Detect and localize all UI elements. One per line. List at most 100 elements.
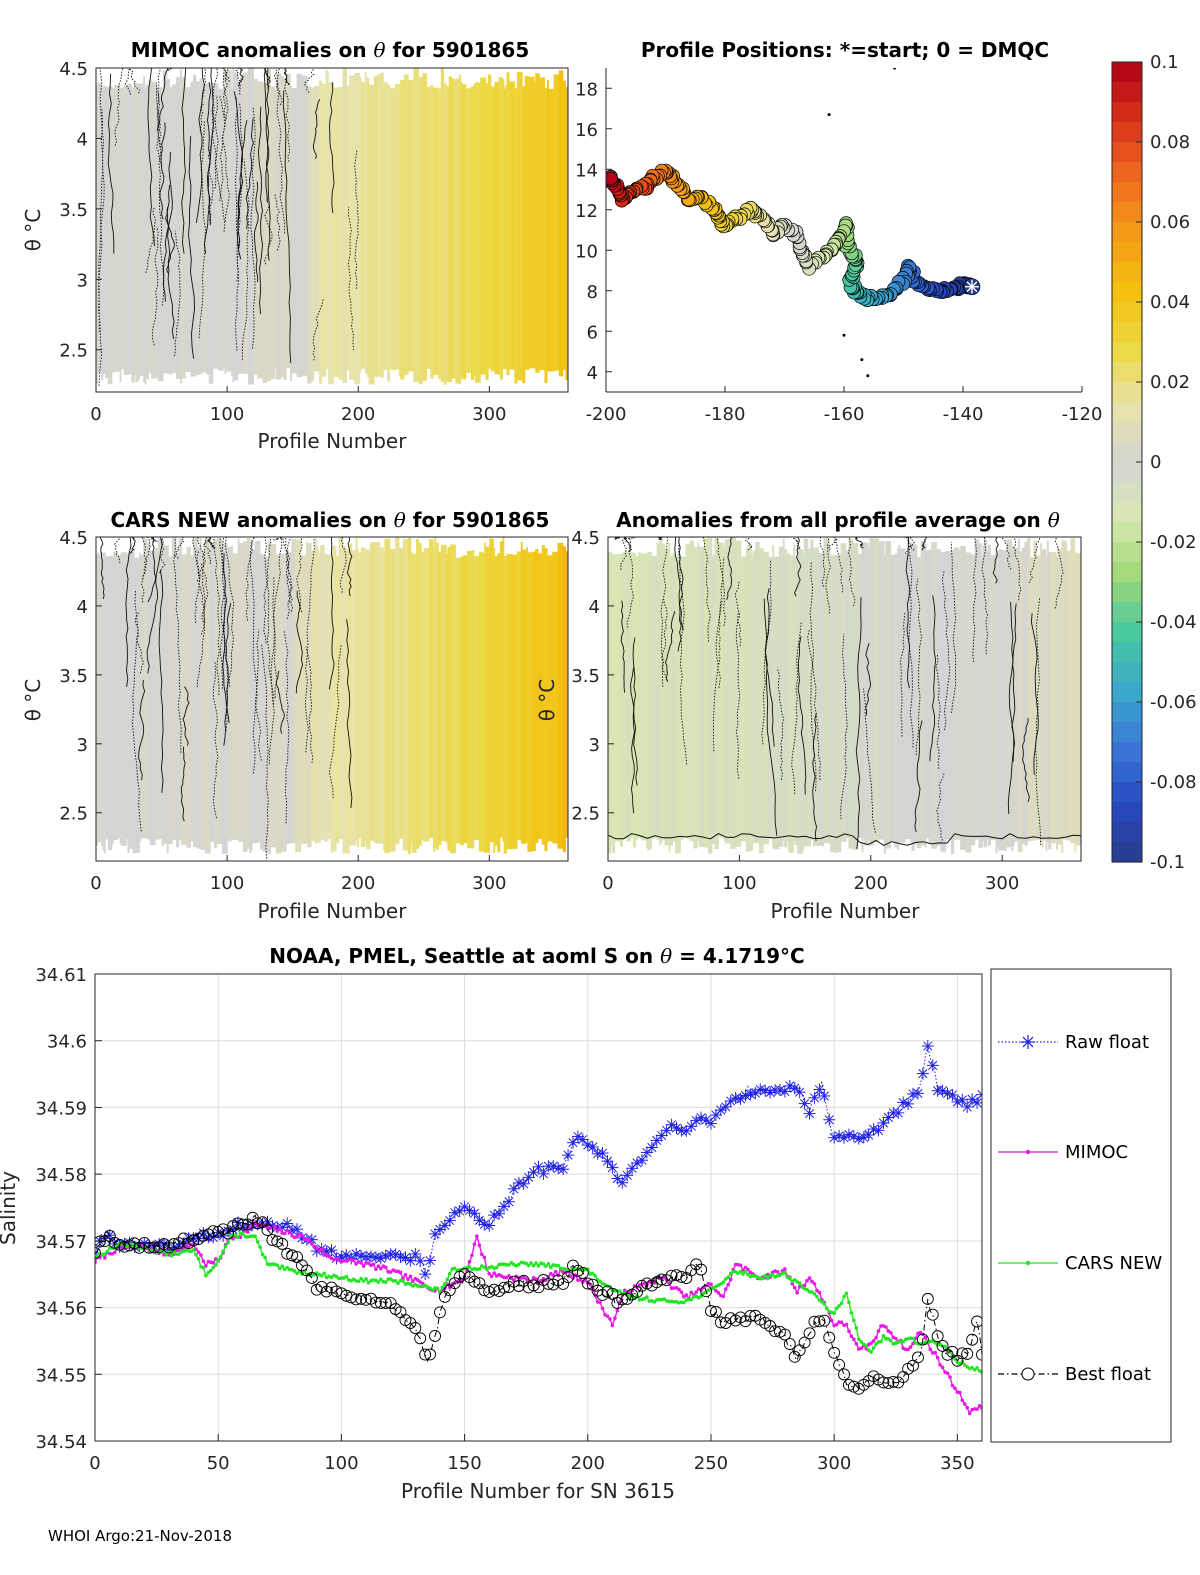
mimoc-marker: [795, 1290, 800, 1295]
raw-marker: [903, 1099, 913, 1109]
x-tick-label: -200: [586, 404, 627, 425]
raw-marker: [844, 1130, 854, 1140]
heatmap-cell: [438, 551, 442, 845]
mimoc-marker: [950, 1383, 955, 1388]
heatmap-cell: [974, 539, 980, 840]
best-marker: [862, 1375, 875, 1387]
average-heatmap: [608, 537, 1081, 854]
colorbar-cell: [1112, 742, 1142, 763]
cars-marker: [408, 1282, 413, 1286]
contour-line: [992, 537, 999, 584]
cars-marker: [728, 1271, 733, 1276]
heatmap-cell: [789, 555, 794, 853]
contour-line: [141, 537, 148, 603]
heatmap-cell: [810, 539, 814, 840]
heatmap-cell: [958, 550, 961, 840]
raw-marker: [937, 1086, 948, 1096]
mimoc-marker: [300, 1233, 304, 1238]
mimoc-marker: [314, 1246, 319, 1251]
heatmap-cell: [724, 539, 731, 844]
mimoc-marker: [965, 1405, 970, 1410]
best-marker: [236, 1218, 249, 1231]
heatmap-cell: [140, 554, 144, 839]
mimoc-marker: [403, 1273, 408, 1277]
heatmap-cell: [175, 553, 180, 848]
contour-line: [717, 537, 726, 627]
heatmap-cell: [629, 555, 631, 842]
mimoc-marker: [977, 1403, 982, 1408]
mimoc-marker: [775, 1269, 780, 1274]
contour-line: [192, 537, 201, 623]
colorbar-cells: [1112, 62, 1142, 863]
colorbar-cell: [1112, 502, 1142, 523]
heatmap-cell: [911, 543, 915, 851]
contour-line: [265, 68, 271, 261]
mimoc-marker: [401, 1276, 405, 1281]
cars-marker: [861, 1342, 866, 1347]
best-marker: [719, 1317, 732, 1329]
raw-marker: [819, 1091, 829, 1101]
colorbar-tick-label: -0.08: [1150, 772, 1197, 793]
mimoc-marker: [480, 1252, 484, 1257]
colorbar-cell: [1112, 102, 1142, 123]
mimoc-title: MIMOC anomalies on θ for 5901865: [131, 38, 530, 62]
best-marker: [946, 1345, 959, 1358]
heatmap-cell: [314, 538, 317, 844]
raw-marker: [893, 1108, 903, 1118]
legend-box: [990, 968, 1172, 1443]
mimoc-marker: [282, 1231, 287, 1236]
raw-marker: [509, 1184, 519, 1194]
best-marker: [355, 1292, 368, 1305]
cars-marker: [741, 1272, 745, 1276]
start-star: [966, 281, 978, 293]
heatmap-cell: [1075, 553, 1081, 846]
heatmap-cell: [356, 549, 359, 848]
mimoc-marker: [507, 1274, 511, 1278]
contour-line: [199, 68, 207, 134]
contour-line: [619, 537, 628, 570]
mimoc-axes-frame: [95, 67, 569, 393]
cars-marker: [280, 1264, 285, 1269]
mimoc-marker: [871, 1339, 876, 1343]
y-tick-label: 2.5: [59, 804, 88, 825]
colorbar-cell: [1112, 662, 1142, 683]
cars-marker: [482, 1265, 487, 1270]
x-tick-label: 300: [472, 873, 506, 894]
best-marker: [187, 1234, 200, 1247]
cars-marker: [970, 1365, 974, 1370]
mimoc-marker: [884, 1325, 888, 1329]
heatmap-cell: [324, 554, 329, 842]
heatmap-cell: [747, 544, 752, 852]
salinity-grid: [94, 973, 982, 1442]
heatmap-cell: [96, 84, 98, 384]
heatmap-cell: [998, 549, 1003, 851]
heatmap-cell: [217, 88, 224, 371]
colorbar-cell: [1112, 262, 1142, 283]
raw-marker: [455, 1206, 465, 1216]
mimoc-marker: [834, 1322, 839, 1327]
heatmap-cell: [502, 79, 505, 370]
contour-line: [125, 537, 132, 687]
cars-marker: [864, 1344, 868, 1348]
heatmap-cell: [506, 553, 513, 850]
heatmap-cell: [803, 538, 809, 847]
heatmap-cell: [1061, 540, 1064, 854]
best-marker: [379, 1297, 392, 1310]
cars-marker: [534, 1261, 538, 1265]
mimoc-marker: [615, 1308, 620, 1313]
colorbar-cell: [1112, 722, 1142, 743]
cars-marker: [236, 1235, 240, 1240]
heatmap-cell: [346, 549, 350, 854]
heatmap-cell: [897, 548, 899, 850]
contour-line: [166, 184, 175, 340]
contour-line: [660, 537, 669, 687]
heatmap-cell: [206, 83, 210, 375]
cars-marker: [746, 1272, 750, 1277]
heatmap-cell: [383, 82, 388, 371]
series-best: [95, 1211, 982, 1395]
contour-line: [797, 636, 807, 795]
colorbar-cell: [1112, 422, 1142, 443]
mimoc-marker: [374, 1267, 378, 1272]
colorbar-cell: [1112, 822, 1142, 843]
heatmap-cell: [740, 556, 747, 842]
